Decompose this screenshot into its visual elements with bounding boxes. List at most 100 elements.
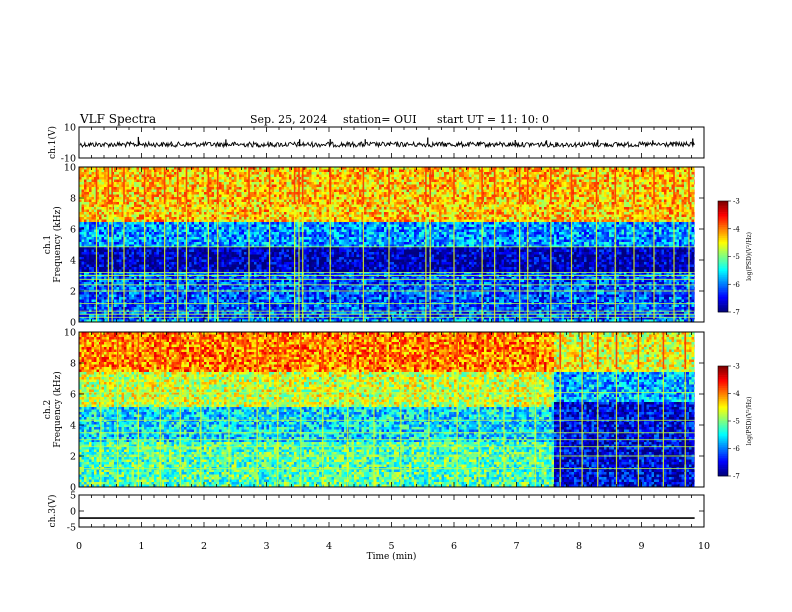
spectrogram-cell	[169, 307, 172, 310]
spectrogram-cell	[109, 240, 112, 243]
spectrogram-cell	[102, 172, 105, 175]
spectrogram-cell	[222, 307, 225, 310]
spectrogram-cell	[84, 315, 87, 318]
spectrogram-cell	[167, 187, 170, 190]
spectrogram-cell	[204, 260, 207, 263]
spectrogram-cell	[179, 247, 182, 250]
spectrogram-cell	[222, 230, 225, 233]
spectrogram-cell	[84, 210, 87, 213]
spectrogram-cell	[189, 225, 192, 228]
spectrogram-cell	[159, 252, 162, 255]
spectrogram-cell	[174, 195, 177, 198]
spectrogram-cell	[267, 247, 270, 250]
spectrogram-cell	[159, 267, 162, 270]
spectrogram-cell	[132, 212, 135, 215]
spectrogram-cell	[252, 190, 255, 193]
spectrogram-cell	[169, 210, 172, 213]
spectrogram-cell	[99, 200, 102, 203]
spectrogram-cell	[169, 232, 172, 235]
spectrogram-cell	[174, 247, 177, 250]
spectrogram-cell	[92, 177, 95, 180]
spectrogram-cell	[147, 200, 150, 203]
spectrogram-cell	[219, 217, 222, 220]
spectrogram-cell	[214, 235, 217, 238]
spectrogram-cell	[127, 187, 130, 190]
spectrogram-cell	[172, 230, 175, 233]
spectrogram-cell	[182, 207, 185, 210]
spectrogram-cell	[267, 265, 270, 268]
spectrogram-cell	[214, 287, 217, 290]
spectrogram-cell	[117, 295, 120, 298]
spectrogram-cell	[92, 210, 95, 213]
spectrogram-cell	[154, 237, 157, 240]
spectrogram-cell	[89, 227, 92, 230]
spectrogram-cell	[274, 175, 277, 178]
spectrogram-cell	[237, 215, 240, 218]
spectrogram-cell	[242, 260, 245, 263]
spectrogram-cell	[192, 305, 195, 308]
spectrogram-cell	[174, 210, 177, 213]
spectrogram-cell	[222, 297, 225, 300]
spectrogram-cell	[267, 232, 270, 235]
spectrogram-cell	[179, 192, 182, 195]
spectrogram-cell	[192, 292, 195, 295]
spectrogram-cell	[274, 185, 277, 188]
spectrogram-cell	[209, 210, 212, 213]
spectrogram-cell	[214, 270, 217, 273]
spectrogram-cell	[222, 280, 225, 283]
spectrogram-cell	[267, 242, 270, 245]
spectrogram-cell	[254, 207, 257, 210]
spectrogram-cell	[152, 172, 155, 175]
spectrogram-cell	[179, 307, 182, 310]
spectrogram-cell	[257, 295, 260, 298]
spectrogram-cell	[182, 297, 185, 300]
spectrogram-cell	[99, 227, 102, 230]
spectrogram-cell	[169, 295, 172, 298]
spectrogram-cell	[147, 260, 150, 263]
spectrogram-cell	[229, 222, 232, 225]
spectrogram-cell	[147, 170, 150, 173]
spectrogram-cell	[139, 190, 142, 193]
spectrogram-cell	[202, 225, 205, 228]
spectrogram-cell	[197, 287, 200, 290]
spectrogram-cell	[242, 177, 245, 180]
spectrogram-cell	[119, 195, 122, 198]
spectrogram-cell	[149, 250, 152, 253]
spectrogram-cell	[129, 260, 132, 263]
spectrogram-cell	[224, 170, 227, 173]
spectrogram-cell	[102, 185, 105, 188]
spectrogram-cell	[252, 287, 255, 290]
spectrogram-cell	[149, 197, 152, 200]
spectrogram-cell	[132, 192, 135, 195]
spectrogram-cell	[152, 200, 155, 203]
spectrogram-cell	[192, 257, 195, 260]
spectrogram-cell	[192, 235, 195, 238]
spectrogram-cell	[169, 215, 172, 218]
spectrogram-cell	[104, 237, 107, 240]
spectrogram-cell	[147, 222, 150, 225]
spectrogram-cell	[264, 187, 267, 190]
spectrogram-cell	[147, 175, 150, 178]
spectrogram-cell	[254, 295, 257, 298]
spectrogram-cell	[194, 235, 197, 238]
spectrogram-cell	[159, 207, 162, 210]
spectrogram-cell	[254, 220, 257, 223]
spectrogram-cell	[119, 270, 122, 273]
spectrogram-cell	[254, 232, 257, 235]
spectrogram-cell	[152, 222, 155, 225]
spectrogram-cell	[102, 192, 105, 195]
spectrogram-cell	[259, 227, 262, 230]
spectrogram-cell	[267, 262, 270, 265]
spectrogram-cell	[219, 210, 222, 213]
spectrogram-cell	[104, 295, 107, 298]
spectrogram-cell	[204, 197, 207, 200]
spectrogram-cell	[84, 205, 87, 208]
spectrogram-cell	[179, 295, 182, 298]
spectrogram-cell	[179, 195, 182, 198]
spectrogram-cell	[214, 307, 217, 310]
spectrogram-cell	[257, 205, 260, 208]
spectrogram-cell	[132, 270, 135, 273]
spectrogram-cell	[202, 267, 205, 270]
spectrogram-cell	[237, 202, 240, 205]
spectrogram-cell	[244, 280, 247, 283]
